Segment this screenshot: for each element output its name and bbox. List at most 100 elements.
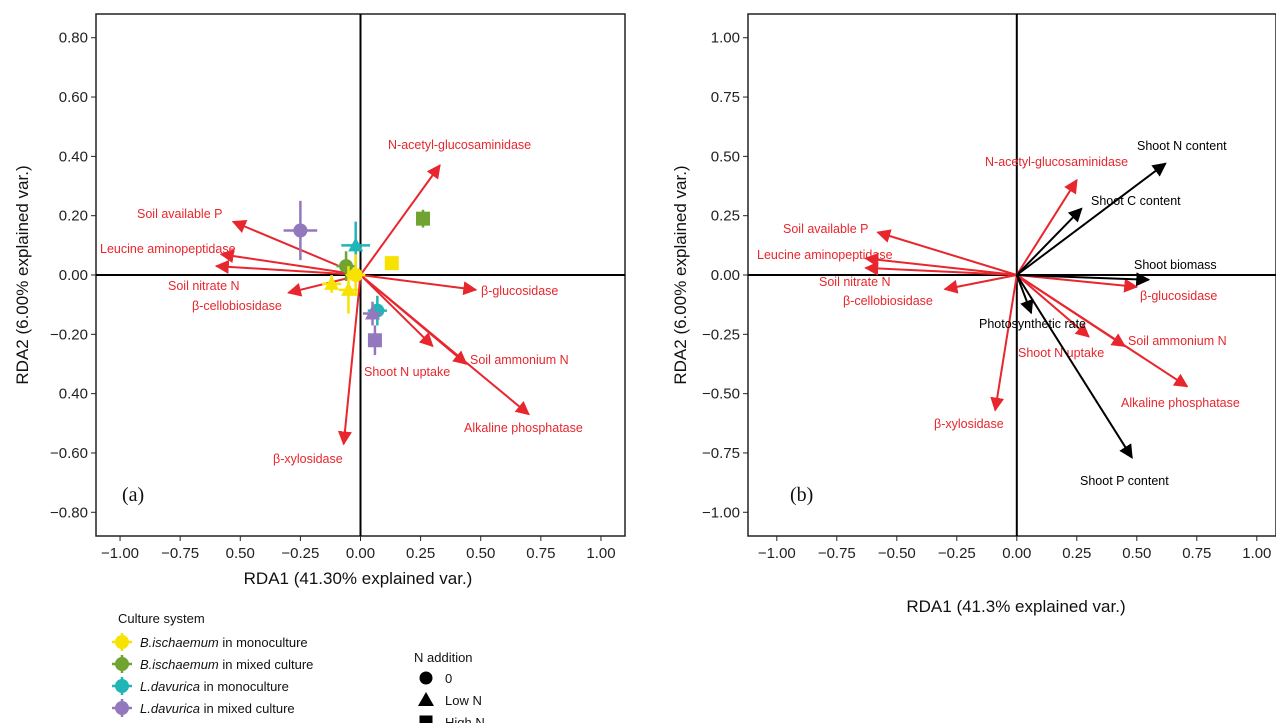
legend-culture-suffix: in monoculture: [219, 635, 308, 650]
legend-culture-item: B.ischaemum in monoculture: [112, 633, 308, 651]
legend-n-marker-triangle: [418, 692, 434, 706]
arrow-shoot-n-uptake: [359, 274, 434, 348]
x-axis-label: RDA1 (41.30% explained var.): [244, 569, 473, 588]
legend-key-marker: [115, 701, 129, 715]
legend-culture-suffix: in monoculture: [200, 679, 289, 694]
point-b-ischaemum-in-monoculture-high-n: [384, 256, 399, 271]
y-tick-label: −1.00: [702, 504, 740, 521]
y-tick-label: 0.80: [59, 30, 88, 47]
x-tick-label: −1.00: [758, 545, 796, 562]
arrow-shoot-biomass: [1016, 272, 1151, 287]
arrow-label-xylosidase: β-xylosidase: [934, 417, 1004, 431]
legend-n-item: High N: [419, 715, 485, 728]
arrow-alkaline-phosphatase: [1016, 274, 1189, 388]
legend-culture-title: Culture system: [118, 611, 205, 626]
legend-key-marker: [115, 679, 129, 693]
point-l-davurica-in-mixed-culture-high-n: [367, 325, 382, 356]
x-tick-label: 0.25: [406, 545, 435, 562]
legend-n-items: 0 Low N High N: [418, 671, 485, 728]
marker-square: [384, 256, 399, 271]
point-b-ischaemum-in-mixed-culture-high-n: [416, 209, 431, 228]
y-tick-label: 0.00: [711, 267, 740, 284]
y-tick-label: 0.00: [59, 267, 88, 284]
panel-a: −1.00 −0.75 0.50 −0.25 0.00 0.25 0.50 0.75 1.00 0…: [13, 13, 626, 588]
arrow-label-alkaline-phosphatase: Alkaline phosphatase: [464, 421, 583, 435]
x-tick-label: 0.00: [1002, 545, 1031, 562]
legend-n-marker-circle: [419, 671, 433, 685]
marker-triangle: [348, 237, 364, 252]
arrow-label-shoot-biomass: Shoot biomass: [1134, 258, 1217, 272]
arrow-alkaline-phosphatase: [359, 274, 530, 416]
y-tick-label: 0.75: [711, 89, 740, 106]
x-tick-label: 1.00: [1242, 545, 1271, 562]
marker-triangle: [324, 275, 340, 290]
x-tick-label: 0.75: [526, 545, 555, 562]
legend-culture-label: B.ischaemum in monoculture: [140, 635, 308, 650]
arrow-label-soil-nitrate-n: Soil nitrate N: [819, 275, 891, 289]
legend-n-item: Low N: [418, 692, 482, 708]
arrow-label-alkaline-phosphatase: Alkaline phosphatase: [1121, 396, 1240, 410]
arrow-label-soil-nitrate-n: Soil nitrate N: [168, 279, 240, 293]
arrow-label-cellobiosidase: β-cellobiosidase: [843, 294, 933, 308]
legend-n-label: Low N: [445, 693, 482, 708]
x-tick-label: 0.50: [1122, 545, 1151, 562]
arrow-xylosidase: [990, 274, 1018, 412]
y-tick-label: −0.20: [50, 326, 88, 343]
x-tick-label: 1.00: [586, 545, 615, 562]
panel-label: (a): [122, 484, 144, 506]
arrow-label-shoot-n-uptake: Shoot N uptake: [364, 365, 450, 379]
marker-triangle: [365, 305, 381, 320]
legend-culture-label: L.davurica in monoculture: [140, 679, 289, 694]
arrow-n-acetyl-glucosaminidase: [1015, 178, 1078, 276]
legend-n-item: 0: [419, 671, 452, 686]
y-axis-label: RDA2 (6.00% explained var.): [671, 165, 690, 384]
legend-n-addition: N addition 0 Low N High N: [414, 650, 485, 728]
legend-culture-item: L.davurica in mixed culture: [112, 699, 295, 717]
legend-n-marker-square: [419, 715, 433, 728]
arrow-glucosidase: [1016, 274, 1139, 293]
y-tick-label: −0.60: [50, 445, 88, 462]
x-tick-label: −1.00: [101, 545, 139, 562]
arrow-label-soil-available-p: Soil available P: [783, 222, 868, 236]
x-axis-label: RDA1 (41.3% explained var.): [906, 597, 1125, 616]
point-l-davurica-in-mixed-culture-low-n: [362, 301, 383, 326]
x-tick-label: −0.25: [281, 545, 319, 562]
arrow-label-xylosidase: β-xylosidase: [273, 452, 343, 466]
legend-key-marker: [115, 657, 129, 671]
marker-square: [367, 333, 382, 348]
y-axis-label: RDA2 (6.00% explained var.): [13, 165, 32, 384]
x-tick-label: −0.25: [938, 545, 976, 562]
x-tick-label: 0.25: [1062, 545, 1091, 562]
legend-culture-system: Culture system B.ischaemum in monocultur…: [112, 611, 313, 717]
arrow-label-shoot-n-content: Shoot N content: [1137, 139, 1227, 153]
y-tick-label: 0.20: [59, 208, 88, 225]
y-tick-label: −0.80: [50, 504, 88, 521]
x-tick-label: 0.50: [466, 545, 495, 562]
y-tick-label: 0.50: [711, 148, 740, 165]
x-tick-label: −0.50: [878, 545, 916, 562]
legend-culture-label: B.ischaemum in mixed culture: [140, 657, 313, 672]
arrow-label-soil-ammonium-n: Soil ammonium N: [1128, 334, 1227, 348]
legend-culture-suffix: in mixed culture: [200, 701, 295, 716]
legend-culture-item: L.davurica in monoculture: [112, 677, 289, 695]
legend-culture-label: L.davurica in mixed culture: [140, 701, 295, 716]
legend-species-name: B.ischaemum: [140, 635, 219, 650]
y-tick-label: 0.60: [59, 89, 88, 106]
marker-triangle: [340, 281, 356, 296]
legend-n-label: 0: [445, 671, 452, 686]
point-l-davurica-in-mixed-culture-0: [283, 200, 318, 261]
legend-n-label: High N: [445, 715, 485, 723]
legend-culture-suffix: in mixed culture: [219, 657, 314, 672]
arrow-cellobiosidase: [943, 274, 1017, 294]
legend-n-title: N addition: [414, 650, 473, 665]
marker-circle: [293, 223, 308, 238]
legend-species-name: L.davurica: [140, 701, 200, 716]
arrow-shoot-p-content: [1015, 274, 1133, 459]
legend-species-name: B.ischaemum: [140, 657, 219, 672]
arrow-label-glucosidase: β-glucosidase: [481, 284, 558, 298]
arrow-label-soil-ammonium-n: Soil ammonium N: [470, 353, 569, 367]
legend-culture-item: B.ischaemum in mixed culture: [112, 655, 313, 673]
x-tick-label: 0.75: [1182, 545, 1211, 562]
arrow-label-soil-available-p: Soil available P: [137, 207, 222, 221]
